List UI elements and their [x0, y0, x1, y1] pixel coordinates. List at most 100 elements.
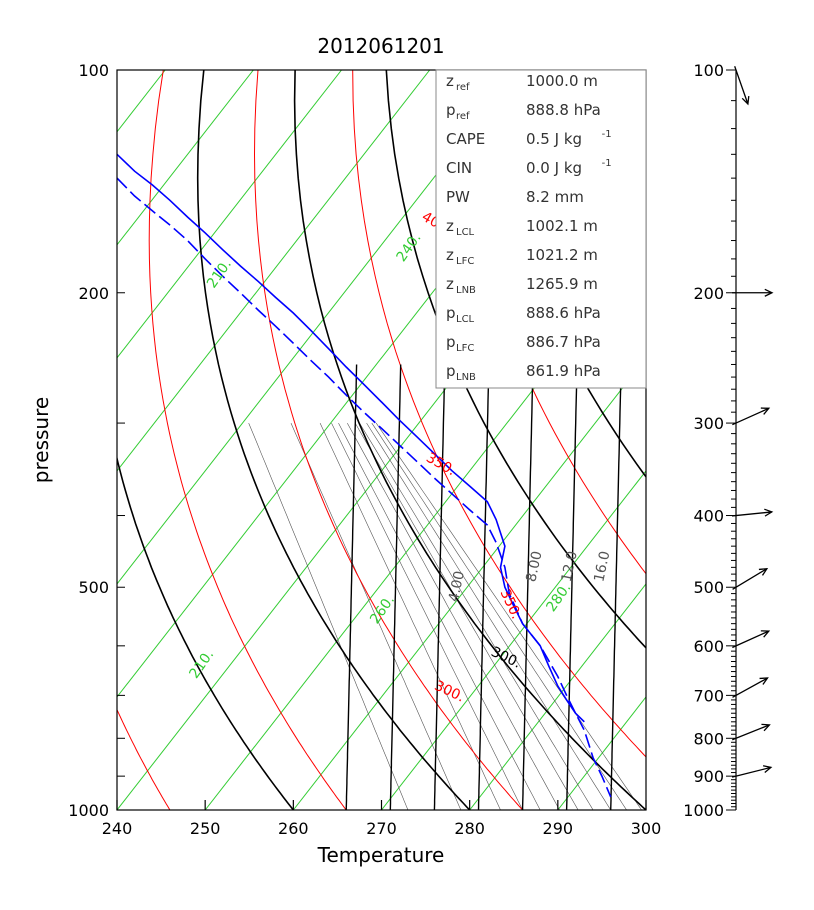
- moist-adiabats: [117, 70, 646, 810]
- saturated-adiabat-line: [477, 364, 490, 810]
- saturated-adiabat-line: [345, 364, 358, 810]
- iso-isopleth-label: 240.: [394, 230, 425, 265]
- wind-vector-head: [760, 407, 771, 415]
- x-tick-label: 280: [454, 819, 485, 838]
- mixing-ratio-line: [354, 422, 579, 810]
- dry-adiabat-line: [293, 70, 646, 810]
- moist-adiabat-line: [117, 708, 171, 810]
- x-axis-title: Temperature: [317, 843, 445, 867]
- isotherm-line: [117, 70, 431, 472]
- info-row-label: p: [446, 101, 456, 119]
- wind-tick-label: 1000: [683, 801, 724, 820]
- wind-tick-label: 300: [693, 414, 724, 433]
- isotherm-line: [645, 809, 646, 810]
- wind-tick-label: 500: [693, 578, 724, 597]
- mixing-ratio-line: [319, 422, 501, 810]
- moist-adiabat-line: [636, 70, 646, 108]
- sounding-profiles: [117, 153, 612, 798]
- wind-vector-head: [762, 765, 773, 774]
- info-row-value: 0.5 J kg: [526, 130, 582, 148]
- info-row-superscript: -1: [602, 129, 612, 140]
- mixing-isopleth-label: 12.0: [559, 550, 581, 584]
- dry-adiabat-line: [660, 70, 814, 810]
- info-row-subscript: ref: [456, 111, 470, 122]
- y-tick-label: 200: [78, 284, 109, 303]
- wind-vector: [731, 766, 772, 778]
- dry-adiabat-line: [117, 455, 294, 810]
- saturated-adiabat-line: [433, 364, 446, 810]
- isotherm-line: [117, 70, 342, 359]
- wind-tick-label: 200: [693, 284, 724, 303]
- wind-vector: [734, 66, 749, 105]
- mixing-isopleth-label: 8.00: [523, 550, 545, 584]
- info-row-label: p: [446, 333, 456, 351]
- isotherm-line: [381, 470, 646, 810]
- wind-vector-head: [759, 677, 769, 685]
- info-row-subscript: LNB: [456, 285, 476, 296]
- x-tick-label: 300: [631, 819, 662, 838]
- info-row-label: z: [446, 217, 454, 235]
- info-row-value: 888.6 hPa: [526, 304, 601, 322]
- iso-isopleth-label: 280.: [543, 580, 574, 615]
- dry-adiabats: [117, 70, 814, 810]
- info-row-label: CAPE: [446, 130, 485, 148]
- mixing-ratio-line: [366, 422, 611, 810]
- mixing-ratio-line: [359, 422, 594, 810]
- moist-adiabat-line: [148, 70, 347, 810]
- wind-vector: [731, 511, 772, 517]
- moist-isopleth-label: 350.: [423, 450, 458, 479]
- dry-adiabat-line: [751, 70, 814, 810]
- info-row-subscript: LCL: [456, 314, 475, 325]
- wind-vector-head: [761, 723, 771, 732]
- info-row-label: z: [446, 275, 454, 293]
- info-row-value: 888.8 hPa: [526, 101, 601, 119]
- wind-profile: 100 200 300 400 500 600 700 800 900 1000: [683, 61, 774, 820]
- wind-vector-head: [758, 567, 769, 576]
- mixing-isopleth-label: 4.00: [446, 569, 468, 603]
- info-row-value: 861.9 hPa: [526, 362, 601, 380]
- dewpoint-profile: [117, 177, 612, 798]
- dry-adiabat-line: [196, 70, 471, 810]
- wind-vector: [732, 407, 770, 426]
- info-row-subscript: ref: [456, 82, 470, 93]
- chart-title: 2012061201: [317, 34, 444, 58]
- wind-vector: [732, 677, 768, 698]
- info-row-subscript: LFC: [456, 343, 474, 354]
- wind-tick-label: 600: [693, 637, 724, 656]
- info-row-value: 1265.9 m: [526, 275, 598, 293]
- y-axis-title: pressure: [29, 397, 53, 483]
- info-row-value: 886.7 hPa: [526, 333, 601, 351]
- dry-isopleth-label: 300.: [488, 644, 523, 672]
- x-tick-label: 270: [366, 819, 397, 838]
- dry-adiabat-line: [117, 808, 118, 810]
- wind-vector-head: [764, 508, 774, 517]
- mixing-isopleth-label: 16.0: [591, 550, 613, 584]
- wind-tick-label: 100: [693, 61, 724, 80]
- info-row-subscript: LNB: [456, 372, 476, 383]
- saturated-adiabat-line: [610, 364, 622, 810]
- mixing-ratio-line: [338, 422, 541, 810]
- mixing-ratio-line: [331, 422, 523, 810]
- mixing-ratio-line: [375, 422, 642, 810]
- info-row-label: p: [446, 304, 456, 322]
- mixing-ratio-lines: [248, 422, 642, 810]
- isotherm-line: [292, 357, 646, 810]
- info-row-label: z: [446, 246, 454, 264]
- isotherm-line: [117, 70, 166, 133]
- info-row-value: 0.0 J kg: [526, 159, 582, 177]
- x-tick-label: 290: [543, 819, 574, 838]
- moist-adiabat-line: [253, 70, 523, 810]
- saturated-adiabat-line: [521, 364, 534, 810]
- x-tick-label: 240: [102, 819, 133, 838]
- x-tick-label: 250: [190, 819, 221, 838]
- saturated-adiabat-line: [389, 364, 402, 810]
- wind-tick-label: 400: [693, 507, 724, 526]
- info-row-label: z: [446, 72, 454, 90]
- info-row-value: 8.2 mm: [526, 188, 584, 206]
- isotherm-line: [469, 583, 646, 810]
- y-tick-label: 500: [78, 578, 109, 597]
- info-row-label: CIN: [446, 159, 472, 177]
- mixing-ratio-line: [290, 422, 462, 810]
- info-row-value: 1021.2 m: [526, 246, 598, 264]
